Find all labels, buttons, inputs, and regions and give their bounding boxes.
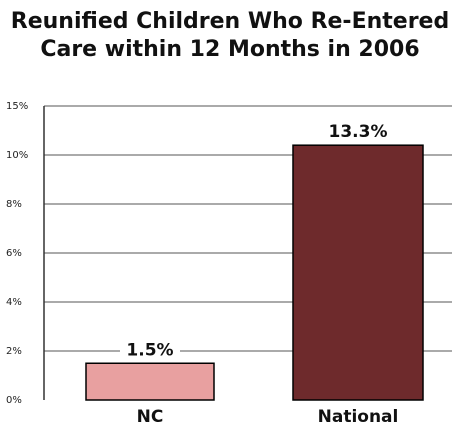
data-label: 13.3%	[329, 122, 388, 142]
y-tick-label: 2%	[6, 346, 22, 357]
data-label-background	[328, 121, 388, 142]
y-tick-label: 15%	[6, 101, 28, 112]
bar-national	[292, 144, 424, 401]
bar-nc	[85, 362, 215, 401]
x-category-label: NC	[137, 407, 164, 427]
y-tick-label: 0%	[6, 395, 22, 406]
data-label-background	[120, 339, 180, 360]
x-category-label: National	[318, 407, 399, 427]
data-label: 1.5%	[126, 340, 173, 360]
y-tick-label: 6%	[6, 248, 22, 259]
chart-title: Reunified Children Who Re-Entered Care w…	[0, 8, 460, 64]
y-tick-label: 4%	[6, 297, 22, 308]
y-tick-label: 8%	[6, 199, 22, 210]
chart-title-line-2: Care within 12 Months in 2006	[40, 37, 420, 62]
chart-title-line-1: Reunified Children Who Re-Entered	[10, 9, 450, 34]
y-tick-label: 10%	[6, 150, 28, 161]
